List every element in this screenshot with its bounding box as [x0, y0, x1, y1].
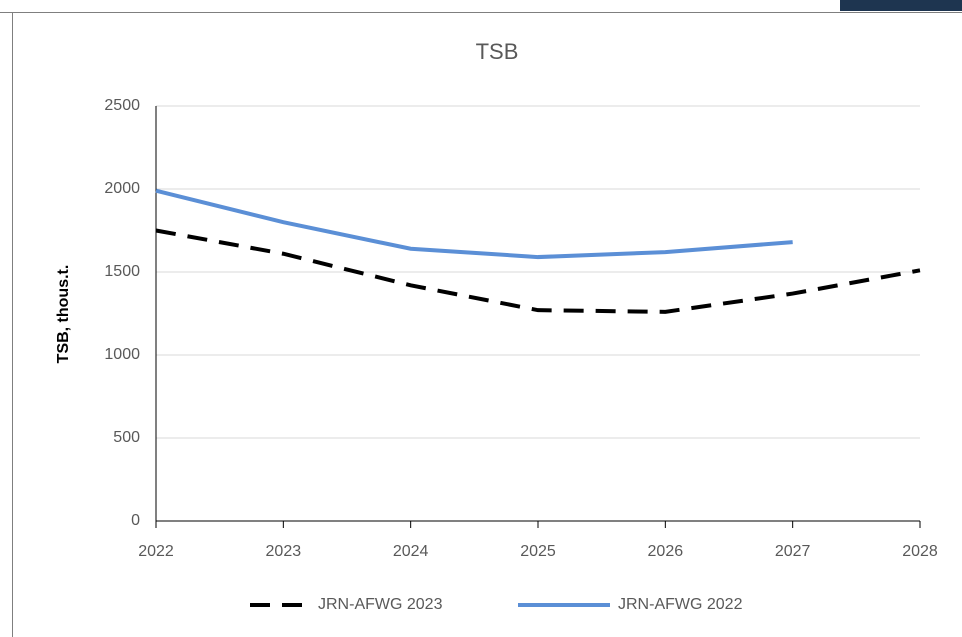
legend-label: JRN-AFWG 2023	[318, 596, 443, 613]
x-tick-label: 2024	[393, 543, 429, 560]
legend-label: JRN-AFWG 2022	[618, 596, 743, 613]
y-axis-label: TSB, thous.t.	[55, 265, 72, 364]
chart: TSB TSB, thous.t. 0 500 1000 1500 2000 2500 20…	[0, 0, 962, 637]
x-tick-label: 2022	[138, 543, 174, 560]
y-tick-label: 1500	[104, 263, 140, 280]
x-tick-label: 2026	[648, 543, 684, 560]
y-tick-label: 2500	[104, 97, 140, 114]
page: {"chart_data": {"type": "line", "title":…	[0, 0, 962, 637]
series-line	[156, 231, 920, 312]
x-tick-label: 2023	[266, 543, 302, 560]
x-tick-label: 2027	[775, 543, 811, 560]
y-tick-label: 2000	[104, 180, 140, 197]
chart-title: TSB	[476, 39, 519, 64]
y-tick-label: 0	[131, 512, 140, 529]
y-tick-label: 1000	[104, 346, 140, 363]
x-tick-label: 2025	[520, 543, 556, 560]
background-image-fragment	[840, 0, 962, 11]
x-tick-label: 2028	[902, 543, 938, 560]
y-tick-label: 500	[113, 429, 140, 446]
